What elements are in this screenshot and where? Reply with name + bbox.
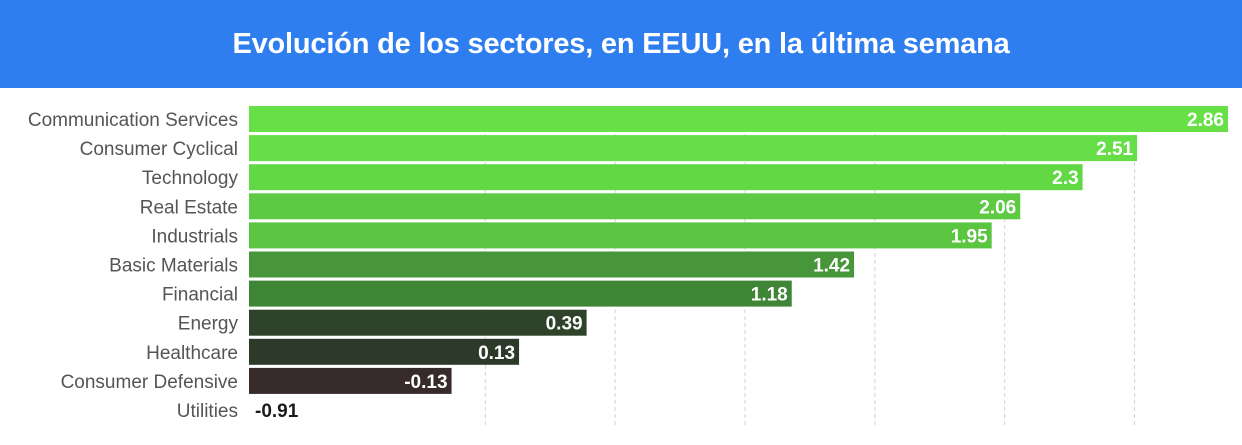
value-label: -0.13 <box>404 372 447 393</box>
category-labels: Communication Services Consumer Cyclical T… <box>28 110 239 422</box>
bars <box>249 106 1228 394</box>
bar-communication-services <box>249 106 1228 132</box>
category-label: Energy <box>178 314 239 335</box>
category-label: Technology <box>142 168 239 189</box>
bar-consumer-defensive <box>249 367 452 394</box>
value-label: 1.18 <box>751 285 788 306</box>
bar-basic-materials <box>249 251 855 278</box>
chart-header: Evolución de los sectores, en EEUU, en l… <box>0 0 1242 88</box>
value-labels: 2.86 2.51 2.3 2.06 1.95 1.42 1.18 0.39 0.13 -0.13… <box>255 110 1224 422</box>
value-label: 1.95 <box>951 226 988 247</box>
bar-technology <box>249 164 1083 191</box>
value-label: 0.39 <box>546 314 583 335</box>
category-label: Communication Services <box>28 110 238 131</box>
category-label: Financial <box>162 285 238 306</box>
bar-real-estate <box>249 193 1021 220</box>
chart-title: Evolución de los sectores, en EEUU, en l… <box>232 27 1010 60</box>
bar-energy <box>249 309 587 336</box>
bar-financial <box>249 280 792 307</box>
value-label: -0.91 <box>255 401 299 422</box>
bar-industrials <box>249 222 992 249</box>
category-label: Consumer Defensive <box>61 372 238 393</box>
category-label: Industrials <box>151 226 238 247</box>
bar-chart-svg: Communication Services Consumer Cyclical T… <box>28 106 1228 427</box>
category-label: Healthcare <box>146 343 238 364</box>
bar-healthcare <box>249 338 520 365</box>
grid-lines <box>484 106 1136 427</box>
category-label: Basic Materials <box>109 256 238 277</box>
bar-consumer-cyclical <box>249 135 1138 162</box>
value-label: 2.51 <box>1096 139 1133 160</box>
category-label: Real Estate <box>140 197 238 218</box>
bar-chart: Communication Services Consumer Cyclical T… <box>0 88 1242 440</box>
value-label: 2.3 <box>1052 168 1078 189</box>
value-label: 0.13 <box>478 343 515 364</box>
value-label: 2.86 <box>1187 110 1224 131</box>
category-label: Consumer Cyclical <box>80 139 238 160</box>
category-label: Utilities <box>177 401 238 422</box>
value-label: 2.06 <box>979 197 1016 218</box>
value-label: 1.42 <box>813 256 850 277</box>
